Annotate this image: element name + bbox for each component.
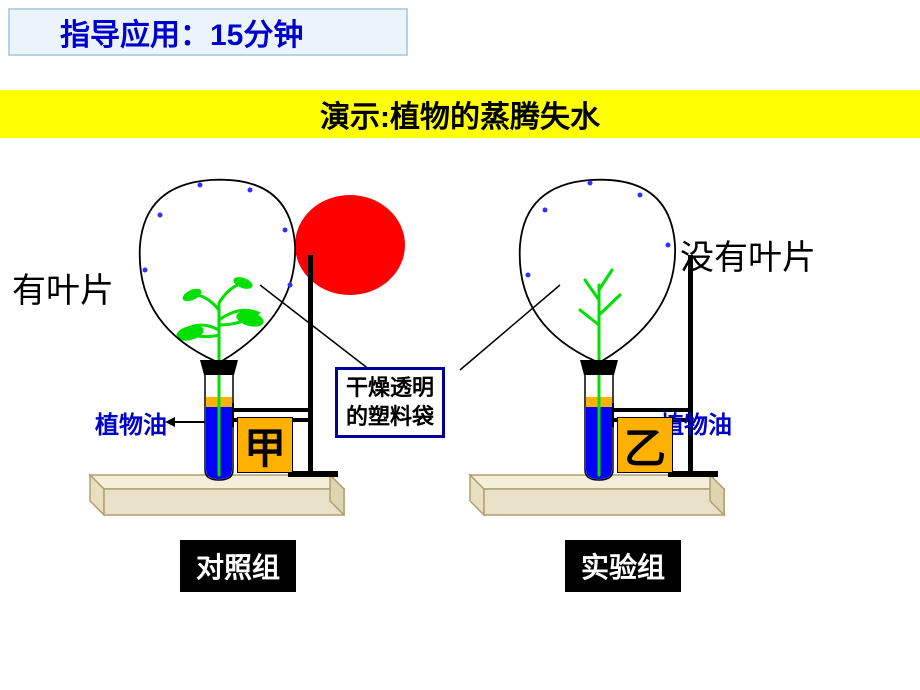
setup-b-label: 乙	[617, 417, 673, 473]
group-a-label: 对照组	[180, 540, 296, 592]
banner: 演示:植物的蒸腾失水	[0, 90, 920, 138]
oil-label-left: 植物油	[95, 405, 167, 440]
setup-a-label: 甲	[237, 417, 293, 473]
banner-text: 演示:植物的蒸腾失水	[320, 92, 600, 136]
arrow-left	[165, 416, 205, 428]
center-box-label: 干燥透明 的塑料袋	[335, 367, 445, 438]
diagram: 有叶片 没有叶片	[0, 155, 920, 685]
center-box-text: 干燥透明 的塑料袋	[346, 375, 434, 429]
group-b-label: 实验组	[565, 540, 681, 592]
header-box: 指导应用：15分钟	[8, 8, 408, 56]
header-text: 指导应用：15分钟	[60, 10, 303, 54]
